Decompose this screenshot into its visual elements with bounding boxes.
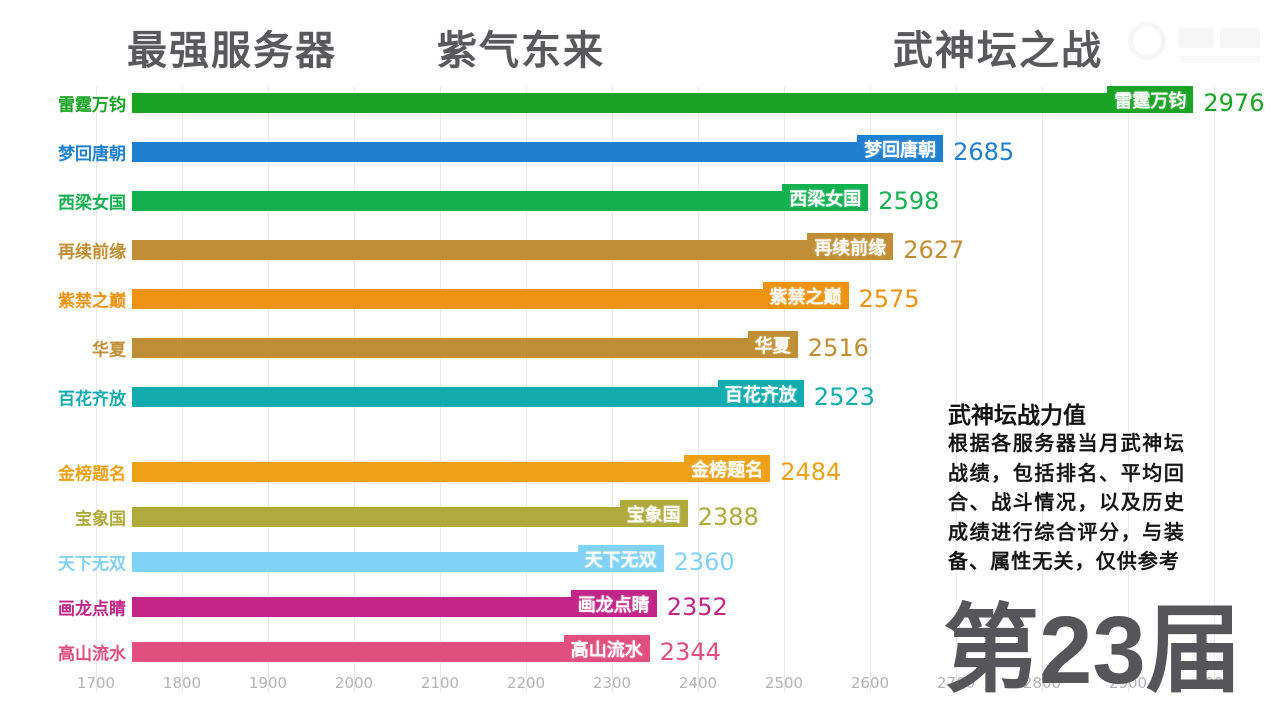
annotation-body: 根据各服务器当月武神坛战绩，包括排名、平均回合、战斗情况，以及历史成绩进行综合评… (948, 433, 1185, 573)
axis-tick-label: 3000 (1194, 674, 1234, 692)
watermark-text-shape (1178, 28, 1214, 48)
value-bar: 雷霆万钧 (132, 86, 1194, 113)
axis-tick-label: 2000 (334, 674, 374, 692)
bar-row: 梦回唐朝 梦回唐朝 2685 (0, 135, 1280, 166)
axis-tick-label: 2500 (764, 674, 804, 692)
bar-name-tag: 宝象国 (619, 500, 688, 527)
bar-row: 宝象国 宝象国 2388 (0, 500, 1280, 531)
bar-name-tag: 画龙点睛 (570, 590, 657, 617)
value-bar: 再续前缘 (132, 233, 894, 260)
bar-value-label: 2352 (666, 593, 728, 621)
server-label: 西梁女国 (58, 193, 126, 213)
bar-row: 再续前缘 再续前缘 2627 (0, 233, 1280, 264)
bar-row: 西梁女国 西梁女国 2598 (0, 184, 1280, 215)
watermark-logo (1128, 20, 1268, 70)
axis-tick-label: 2200 (506, 674, 546, 692)
bar-value-label: 2627 (903, 236, 965, 264)
axis-tick-label: 2300 (592, 674, 632, 692)
bar-value-label: 2976 (1203, 89, 1265, 117)
value-bar: 百花齐放 (132, 380, 804, 407)
bar-value-label: 2360 (673, 548, 735, 576)
bar-name-tag: 金榜题名 (684, 455, 771, 482)
bar-value-label: 2516 (807, 334, 869, 362)
bar-value-label: 2575 (858, 285, 920, 313)
watermark-subtext-shape (1180, 56, 1260, 63)
gridline (96, 86, 97, 692)
bar-row: 百花齐放 百花齐放 2523 (0, 380, 1280, 411)
bar-value-label: 2484 (780, 458, 842, 486)
bar-name-tag: 百花齐放 (717, 380, 804, 407)
server-label: 高山流水 (58, 644, 126, 664)
gridline (870, 86, 871, 692)
bar-name-tag: 梦回唐朝 (857, 135, 944, 162)
edition-label: 第23届 (943, 597, 1242, 704)
axis-tick-label: 2700 (936, 674, 976, 692)
value-bar: 高山流水 (132, 635, 650, 662)
axis-tick-label: 2900 (1108, 674, 1148, 692)
bar-row: 华夏 华夏 2516 (0, 331, 1280, 362)
server-label: 天下无双 (58, 554, 126, 574)
bar-name-tag: 雷霆万钧 (1107, 86, 1194, 113)
bar-row: 画龙点睛 画龙点睛 2352 (0, 590, 1280, 621)
value-bar: 金榜题名 (132, 455, 771, 482)
server-label: 金榜题名 (58, 464, 126, 484)
bar-row: 金榜题名 金榜题名 2484 (0, 455, 1280, 486)
bar-value-label: 2523 (813, 383, 875, 411)
gridline (956, 86, 957, 692)
axis-tick-label: 1900 (248, 674, 288, 692)
gridline (1042, 86, 1043, 692)
header-title-ziqidonglai: 紫气东来 (437, 29, 605, 73)
bar-name-tag: 华夏 (747, 331, 798, 358)
server-label: 紫禁之巅 (58, 291, 126, 311)
axis-tick-label: 2800 (1022, 674, 1062, 692)
bar-name-tag: 天下无双 (577, 545, 664, 572)
value-bar: 宝象国 (132, 500, 688, 527)
watermark-text-shape (1220, 28, 1260, 48)
server-label: 雷霆万钧 (58, 95, 126, 115)
server-label: 宝象国 (75, 509, 126, 529)
bar-name-tag: 高山流水 (563, 635, 650, 662)
value-bar: 梦回唐朝 (132, 135, 944, 162)
watermark-circle-icon (1128, 22, 1166, 60)
server-label: 再续前缘 (58, 242, 126, 262)
value-bar: 西梁女国 (132, 184, 869, 211)
axis-tick-label: 2400 (678, 674, 718, 692)
bar-name-tag: 西梁女国 (782, 184, 869, 211)
bar-value-label: 2685 (953, 138, 1015, 166)
value-bar: 紫禁之巅 (132, 282, 849, 309)
axis-tick-label: 1700 (76, 674, 116, 692)
value-bar: 画龙点睛 (132, 590, 657, 617)
bar-row: 高山流水 高山流水 2344 (0, 635, 1280, 666)
value-bar: 华夏 (132, 331, 798, 358)
bar-name-tag: 再续前缘 (807, 233, 894, 260)
bar-row: 天下无双 天下无双 2360 (0, 545, 1280, 576)
bar-value-label: 2388 (697, 503, 759, 531)
server-label: 百花齐放 (58, 389, 126, 409)
axis-tick-label: 2600 (850, 674, 890, 692)
server-label: 梦回唐朝 (58, 144, 126, 164)
bar-row: 雷霆万钧 雷霆万钧 2976 (0, 86, 1280, 117)
server-label: 画龙点睛 (58, 599, 126, 619)
header-title-wushentan-battle: 武神坛之战 (893, 29, 1103, 73)
gridline (1128, 86, 1129, 692)
bar-name-tag: 紫禁之巅 (762, 282, 849, 309)
axis-tick-label: 2100 (420, 674, 460, 692)
annotation-title: 武神坛战力值 (948, 402, 1086, 428)
gridline (1214, 86, 1215, 692)
value-bar: 天下无双 (132, 545, 664, 572)
header-title-strongest-server: 最强服务器 (127, 29, 337, 73)
bar-value-label: 2344 (659, 638, 721, 666)
server-label: 华夏 (92, 340, 126, 360)
axis-tick-label: 1800 (162, 674, 202, 692)
bar-row: 紫禁之巅 紫禁之巅 2575 (0, 282, 1280, 313)
bar-value-label: 2598 (878, 187, 940, 215)
